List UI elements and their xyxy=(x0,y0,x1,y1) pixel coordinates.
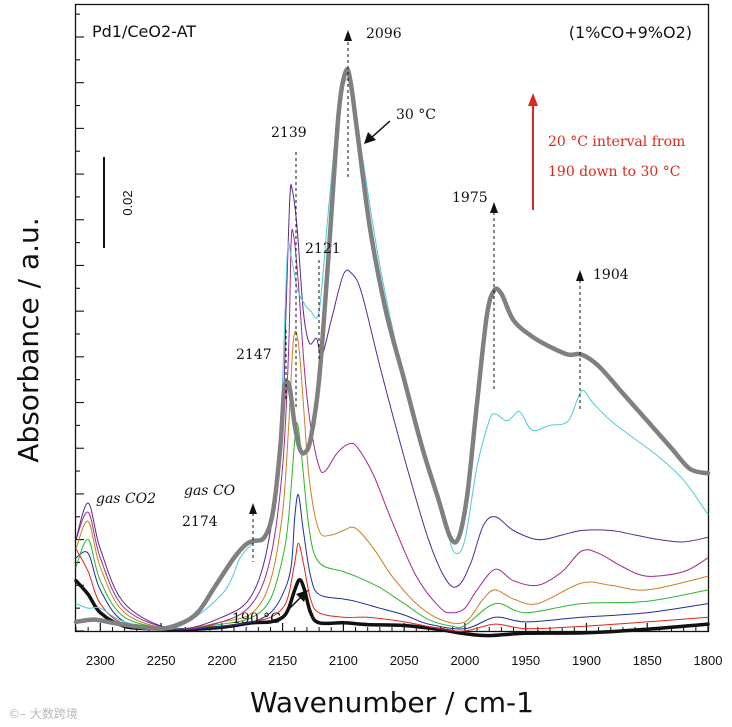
arrowhead-1904 xyxy=(576,270,584,281)
x-tick-label-1950: 1950 xyxy=(511,653,540,668)
label-gas-co: gas CO xyxy=(184,483,236,499)
x-tick-label-2000: 2000 xyxy=(450,653,479,668)
series-line-130-c xyxy=(75,422,709,630)
series-line-50-c xyxy=(75,78,709,631)
temp-30-arrow xyxy=(364,120,391,144)
series-line-70-c xyxy=(75,184,709,630)
label-2139: 2139 xyxy=(271,125,307,141)
label-gas-co2: gas CO2 xyxy=(96,491,156,507)
x-tick-label-1900: 1900 xyxy=(572,653,601,668)
arrowhead-1975 xyxy=(490,202,498,213)
x-tick-label-2100: 2100 xyxy=(329,653,358,668)
peak-markers xyxy=(252,42,581,562)
temp-190-arrow xyxy=(284,590,308,614)
x-axis-label: Wavenumber / cm-1 xyxy=(250,686,534,719)
scale-bar-label: 0.02 xyxy=(120,190,135,215)
y-axis-ticks xyxy=(76,13,84,632)
arrowhead-2096 xyxy=(344,30,352,41)
interval-arrow xyxy=(528,93,538,210)
arrowhead-2174 xyxy=(249,503,257,514)
label-1904: 1904 xyxy=(593,267,629,283)
series-line-110-c xyxy=(75,330,709,630)
series-layer xyxy=(73,66,711,638)
x-tick-label-2200: 2200 xyxy=(207,653,236,668)
peak-arrowheads xyxy=(249,30,584,514)
interval-line-2: 190 down to 30 °C xyxy=(548,164,681,180)
series-line-90-c xyxy=(75,228,709,630)
label-temp-30: 30 °C xyxy=(396,107,436,123)
series-line-150-c xyxy=(75,494,709,631)
label-2147: 2147 xyxy=(236,347,272,363)
label-2096: 2096 xyxy=(366,26,402,42)
label-2174: 2174 xyxy=(182,514,218,530)
x-tick-label-2150: 2150 xyxy=(268,653,297,668)
series-line-170-c xyxy=(75,542,709,632)
x-tick-label-1800: 1800 xyxy=(694,653,723,668)
series-line-30-c xyxy=(73,66,711,632)
plot-frame xyxy=(74,3,710,633)
x-axis-ticks: 2300 2250 2200 2150 2100 2050 2000 1950 1900 1850… xyxy=(75,623,723,668)
x-tick-label-1850: 1850 xyxy=(633,653,662,668)
label-2121: 2121 xyxy=(305,241,341,257)
condition-label: (1%CO+9%O2) xyxy=(569,23,692,42)
interval-line-1: 20 °C interval from xyxy=(548,134,685,150)
y-axis-label: Absorbance / a.u. xyxy=(12,217,45,462)
label-1975: 1975 xyxy=(452,190,488,206)
x-tick-label-2300: 2300 xyxy=(86,653,115,668)
chart-title: Pd1/CeO2-AT xyxy=(92,22,196,41)
label-temp-190: 190 °C xyxy=(232,611,281,627)
watermark: ©– 大数跨境 xyxy=(8,706,78,721)
x-tick-label-2250: 2250 xyxy=(147,653,176,668)
x-tick-label-2050: 2050 xyxy=(390,653,419,668)
